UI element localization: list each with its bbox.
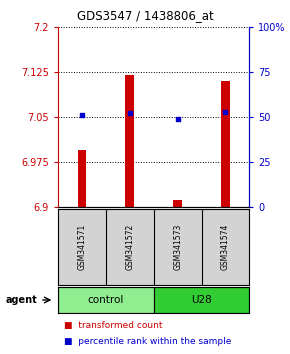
Bar	[154, 287, 249, 313]
Text: GSM341572: GSM341572	[125, 224, 134, 270]
Bar	[58, 287, 154, 313]
Point	[223, 109, 228, 115]
Text: GSM341571: GSM341571	[77, 224, 86, 270]
Point	[79, 112, 84, 118]
Bar	[126, 75, 134, 207]
Text: GSM341574: GSM341574	[221, 224, 230, 270]
Text: ■  percentile rank within the sample: ■ percentile rank within the sample	[64, 337, 231, 346]
Text: U28: U28	[191, 295, 212, 305]
Bar	[173, 200, 182, 207]
Text: agent: agent	[6, 295, 37, 305]
Bar	[78, 150, 86, 207]
Bar	[221, 81, 230, 207]
Text: ■  transformed count: ■ transformed count	[64, 321, 162, 330]
Text: control: control	[88, 295, 124, 305]
Text: GSM341573: GSM341573	[173, 224, 182, 270]
Point	[175, 116, 180, 122]
Point	[128, 110, 132, 115]
Text: GDS3547 / 1438806_at: GDS3547 / 1438806_at	[77, 10, 213, 22]
